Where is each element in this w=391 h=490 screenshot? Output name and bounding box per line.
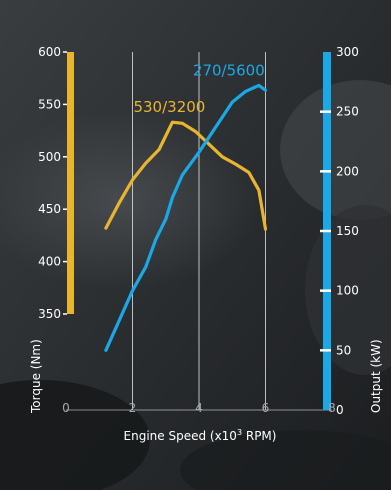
output-axis-title: Output (kW) [369, 339, 383, 413]
output-tick-label-300: 300 [336, 45, 359, 59]
torque-tick-label-600: 600 [38, 45, 61, 59]
torque-tick-label-500: 500 [38, 150, 61, 164]
output-tick-label-250: 250 [336, 105, 359, 119]
output-tick-label-150: 150 [336, 224, 359, 238]
x-tick-label-0: 0 [62, 401, 70, 415]
x-axis-title-part-0: Engine Speed (x10 [124, 429, 237, 443]
torque-tick-label-550: 550 [38, 97, 61, 111]
x-tick-label-2: 2 [129, 401, 137, 415]
x-tick-label-8: 8 [328, 401, 336, 415]
vertical-gridlines [66, 52, 332, 411]
torque-axis-title: Torque (Nm) [29, 339, 43, 414]
output-curve [104, 83, 268, 352]
torque-tick-label-400: 400 [38, 255, 61, 269]
series-layer [104, 83, 268, 352]
engine-speed-axis-title: Engine Speed (x103 RPM) [124, 428, 277, 443]
output-tick-label-0: 0 [336, 403, 344, 417]
output-tick-label-50: 50 [336, 343, 351, 357]
output-tick-label-200: 200 [336, 164, 359, 178]
x-axis-title-part-1: 3 [237, 428, 242, 437]
output-tick-label-100: 100 [336, 284, 359, 298]
engine-speed-axis: 0 2 4 6 8 [62, 401, 336, 415]
output-axis: 0 50 100 150 200 250 300 [320, 45, 359, 417]
output-peak-label: 270/5600 [193, 61, 265, 79]
x-tick-label-4: 4 [195, 401, 203, 415]
torque-axis-bar [67, 52, 74, 314]
torque-tick-label-450: 450 [38, 202, 61, 216]
peak-labels: 530/3200 270/5600 [133, 61, 264, 116]
torque-curve [104, 120, 268, 231]
x-tick-label-6: 6 [262, 401, 270, 415]
x-axis-title-part-2: RPM) [242, 429, 276, 443]
torque-peak-label: 530/3200 [133, 98, 205, 116]
torque-tick-label-350: 350 [38, 307, 61, 321]
torque-axis: 350 400 450 500 550 600 [38, 45, 74, 321]
